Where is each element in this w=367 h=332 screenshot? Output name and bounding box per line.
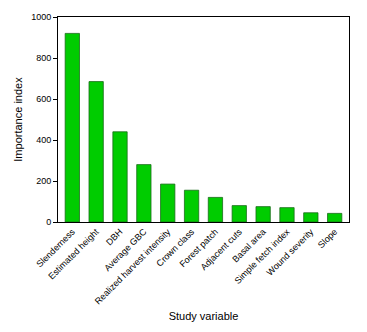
svg-text:Adjacent cuts: Adjacent cuts [199, 226, 245, 272]
svg-text:200: 200 [36, 176, 51, 186]
svg-text:DBH: DBH [104, 227, 125, 248]
svg-text:Wound severity: Wound severity [265, 226, 316, 277]
svg-text:600: 600 [36, 94, 51, 104]
svg-text:800: 800 [36, 53, 51, 63]
svg-text:Basal area: Basal area [230, 227, 267, 264]
svg-text:1000: 1000 [31, 12, 51, 22]
svg-text:0: 0 [46, 217, 51, 227]
svg-text:Slope: Slope [316, 227, 339, 250]
svg-text:Importance index: Importance index [12, 77, 24, 162]
svg-text:Forest patch: Forest patch [178, 227, 220, 269]
svg-text:400: 400 [36, 135, 51, 145]
svg-text:Realized harvest intensity: Realized harvest intensity [93, 226, 173, 306]
svg-text:Simple fetch index: Simple fetch index [232, 226, 291, 285]
svg-text:Average GBC: Average GBC [102, 226, 149, 273]
svg-text:Crown class: Crown class [154, 226, 196, 268]
svg-text:Study variable: Study variable [169, 310, 239, 322]
svg-text:Estimated height: Estimated height [46, 226, 101, 281]
svg-text:Slenderness: Slenderness [34, 226, 77, 269]
